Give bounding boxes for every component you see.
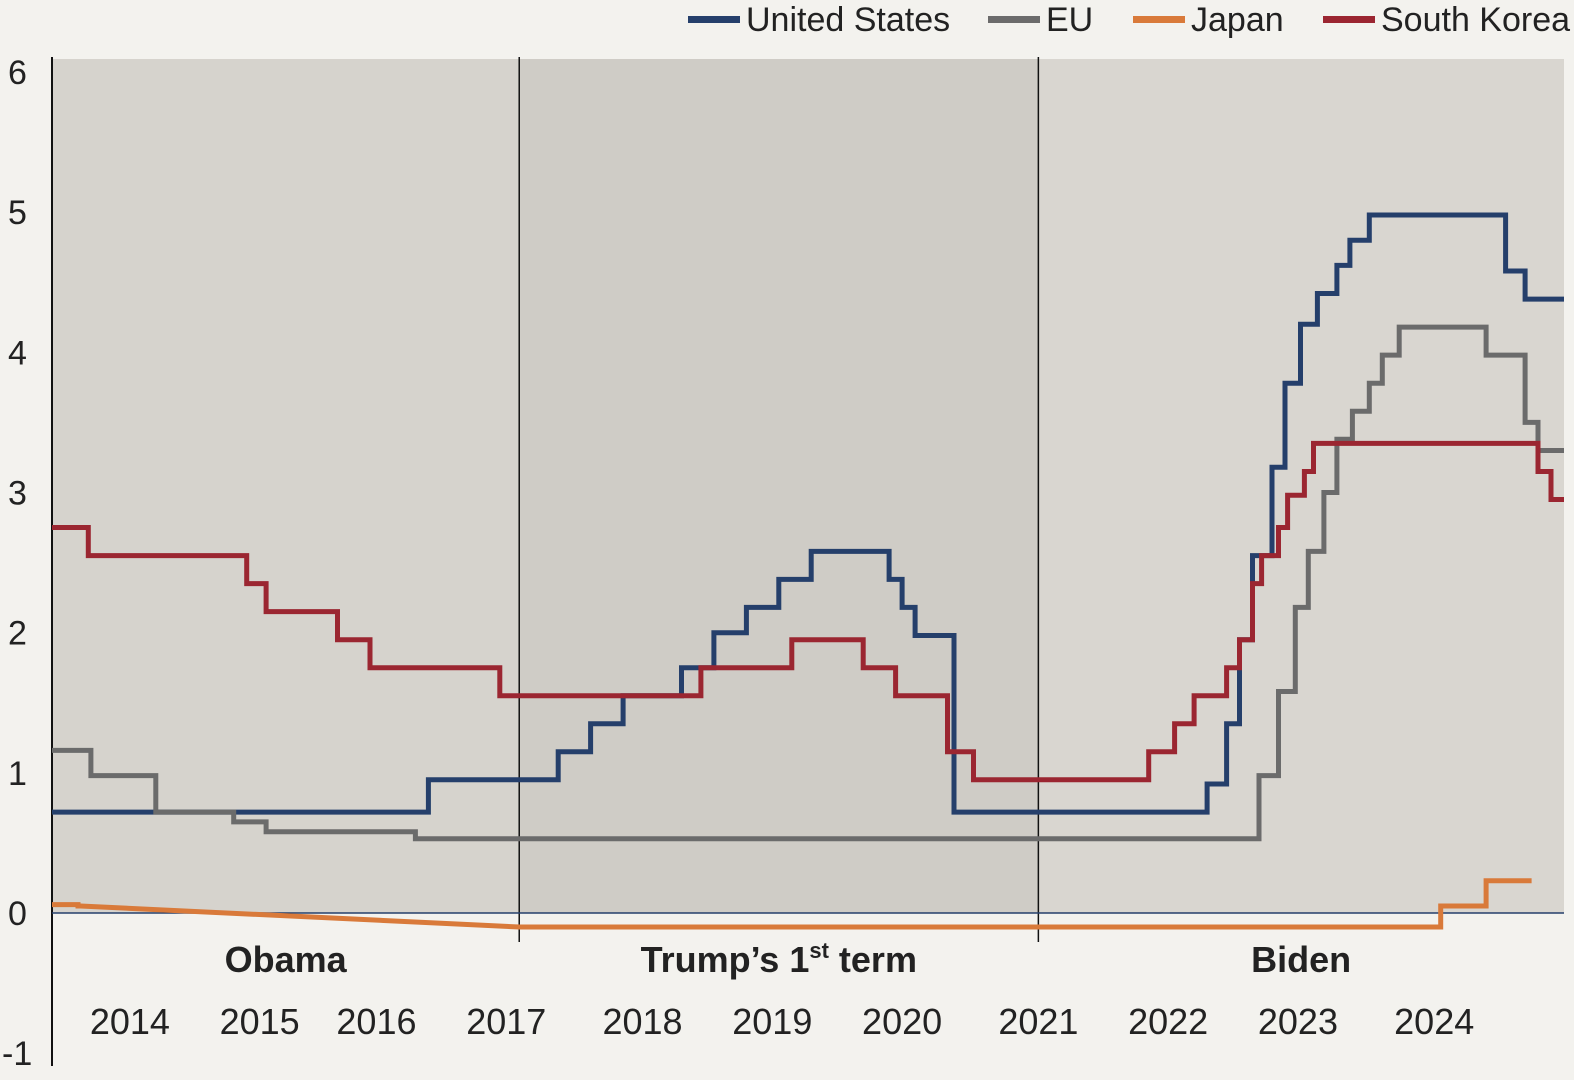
era-band-2: [1038, 59, 1564, 913]
era-label-2: Biden: [1251, 939, 1351, 980]
y-tick-label: 3: [8, 475, 27, 513]
series-line-japan: [52, 878, 1532, 930]
x-axis-year-labels: 2014 2015 2016 2017 2018 2019 2020 2021 2022 2023…: [90, 1001, 1474, 1042]
x-tick-label: 2018: [602, 1001, 682, 1042]
x-tick-label: 2019: [732, 1001, 812, 1042]
era-divider-lines: [518, 57, 1040, 942]
y-tick-label: 0: [8, 895, 27, 933]
legend-swatch-south-korea: [1323, 16, 1375, 23]
legend-label-japan: Japan: [1191, 1, 1284, 39]
x-tick-label: 2014: [90, 1001, 170, 1042]
era-band-1: [519, 59, 1039, 913]
legend-label-eu: EU: [1046, 1, 1093, 39]
x-tick-label: 2015: [220, 1001, 300, 1042]
legend-swatch-japan: [1133, 16, 1185, 23]
x-tick-label: 2021: [998, 1001, 1078, 1042]
x-tick-label: 2016: [336, 1001, 416, 1042]
y-tick-label: 6: [8, 54, 27, 92]
legend: United States EU Japan South Korea: [688, 1, 1570, 39]
legend-swatch-united-states: [688, 16, 740, 23]
legend-label-united-states: United States: [746, 1, 950, 39]
era-band-0: [52, 59, 520, 913]
x-tick-label: 2024: [1394, 1001, 1474, 1042]
y-tick-label: -1: [2, 1035, 32, 1073]
x-tick-label: 2020: [862, 1001, 942, 1042]
era-label-1: Trump’s 1st term: [641, 938, 917, 980]
series-lines: [52, 212, 1564, 930]
era-labels: Obama Trump’s 1st term Biden: [225, 938, 1352, 980]
legend-label-south-korea: South Korea: [1381, 1, 1570, 39]
y-tick-label: 1: [8, 755, 27, 793]
axes: [51, 57, 1564, 1066]
y-tick-label: 4: [8, 334, 27, 372]
series-line-south-korea: [52, 440, 1564, 783]
y-axis-ticks: 6 5 4 3 2 1 0 -1: [2, 54, 32, 1073]
era-label-0: Obama: [225, 939, 348, 980]
x-tick-label: 2017: [466, 1001, 546, 1042]
y-tick-label: 5: [8, 194, 27, 232]
x-tick-label: 2023: [1258, 1001, 1338, 1042]
series-line-eu: [52, 324, 1564, 842]
legend-swatch-eu: [988, 16, 1040, 23]
y-tick-label: 2: [8, 615, 27, 653]
era-background-bands: [52, 59, 1564, 913]
x-tick-label: 2022: [1128, 1001, 1208, 1042]
